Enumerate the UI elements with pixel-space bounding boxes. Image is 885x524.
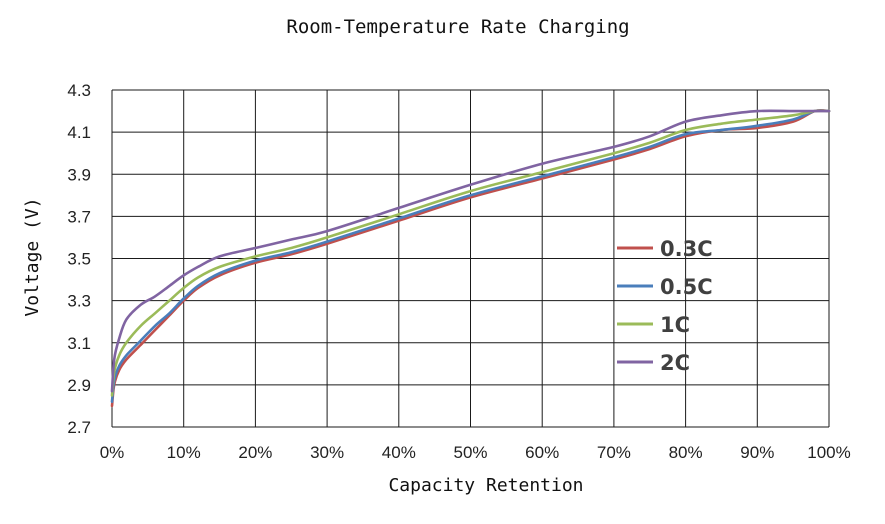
x-tick-label: 50% (453, 443, 487, 462)
series-line-2C (110, 109, 831, 393)
y-tick-label: 3.9 (67, 165, 91, 184)
x-tick-label: 80% (669, 443, 703, 462)
grid (111, 89, 830, 428)
y-tick-label: 3.5 (67, 250, 91, 269)
y-tick-label: 2.9 (67, 376, 91, 395)
x-axis-title: Capacity Retention (388, 475, 583, 496)
y-tick-labels: 2.7 2.9 3.1 3.3 3.5 3.7 3.9 4.1 4.3 (67, 81, 91, 437)
y-tick-label: 3.3 (67, 292, 91, 311)
y-tick-label: 3.1 (67, 334, 91, 353)
x-tick-labels: 0% 10% 20% 30% 40% 50% 60% 70% 80% 90% 100% (100, 443, 851, 462)
series-line-0.5C (110, 109, 831, 403)
y-tick-label: 3.7 (67, 207, 91, 226)
legend-label-2C: 2C (660, 351, 690, 375)
chart-title: Room-Temperature Rate Charging (286, 16, 630, 38)
legend: 0.3C 0.5C 1C 2C (617, 237, 713, 375)
x-tick-label: 100% (807, 443, 850, 462)
y-tick-label: 4.3 (67, 81, 91, 100)
legend-label-0.5C: 0.5C (660, 275, 713, 299)
x-tick-label: 60% (525, 443, 559, 462)
series-lines (110, 109, 831, 408)
x-tick-label: 90% (740, 443, 774, 462)
x-tick-label: 20% (238, 443, 272, 462)
x-tick-label: 70% (597, 443, 631, 462)
x-tick-label: 40% (382, 443, 416, 462)
y-tick-label: 2.7 (67, 418, 91, 437)
legend-label-1C: 1C (660, 313, 690, 337)
legend-label-0.3C: 0.3C (660, 237, 713, 261)
y-axis-title: Voltage (V) (22, 197, 43, 316)
series-line-1C (110, 109, 831, 397)
y-tick-label: 4.1 (67, 123, 91, 142)
x-tick-label: 0% (100, 443, 125, 462)
x-tick-label: 10% (167, 443, 201, 462)
x-tick-label: 30% (310, 443, 344, 462)
